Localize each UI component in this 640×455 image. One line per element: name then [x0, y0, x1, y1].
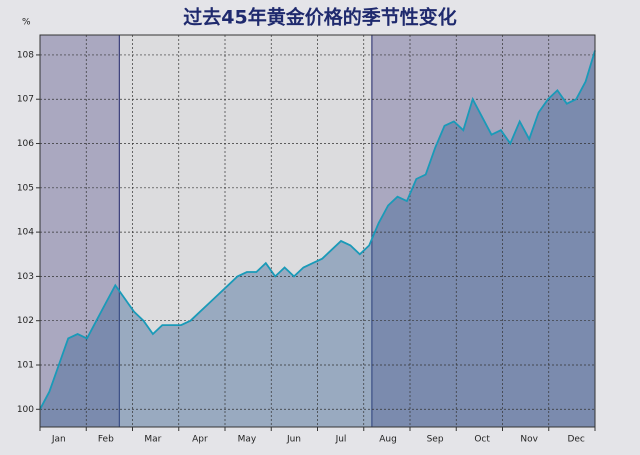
chart-title: 过去45年黄金价格的季节性变化	[183, 6, 456, 29]
season-region	[119, 35, 372, 427]
season-region	[40, 35, 120, 427]
x-tick-label: Jul	[335, 435, 347, 445]
x-tick-label: Apr	[192, 435, 208, 445]
y-tick-label: 106	[17, 139, 34, 149]
x-tick-label: Feb	[98, 435, 114, 445]
x-tick-label: Nov	[520, 435, 538, 445]
line	[39, 50, 596, 410]
y-axis-label: %	[22, 18, 31, 28]
y-tick-label: 102	[17, 316, 34, 326]
y-tick-label: 105	[17, 183, 34, 193]
y-tick-label: 103	[17, 272, 34, 282]
x-tick-label: May	[238, 435, 257, 445]
season-region	[371, 35, 595, 427]
x-tick-label: Aug	[379, 435, 397, 445]
y-tick-label: 101	[17, 360, 34, 370]
y-tick-label: 107	[17, 95, 34, 105]
y-tick-label: 100	[17, 405, 34, 415]
y-tick-label: 108	[17, 50, 34, 60]
x-tick-label: Mar	[144, 435, 161, 445]
y-tick-label: 104	[17, 228, 34, 238]
x-tick-label: Sep	[427, 435, 444, 445]
x-tick-label: Jun	[286, 435, 301, 445]
x-tick-label: Dec	[567, 435, 584, 445]
x-tick-label: Jan	[51, 435, 66, 445]
x-tick-label: Oct	[474, 435, 490, 445]
